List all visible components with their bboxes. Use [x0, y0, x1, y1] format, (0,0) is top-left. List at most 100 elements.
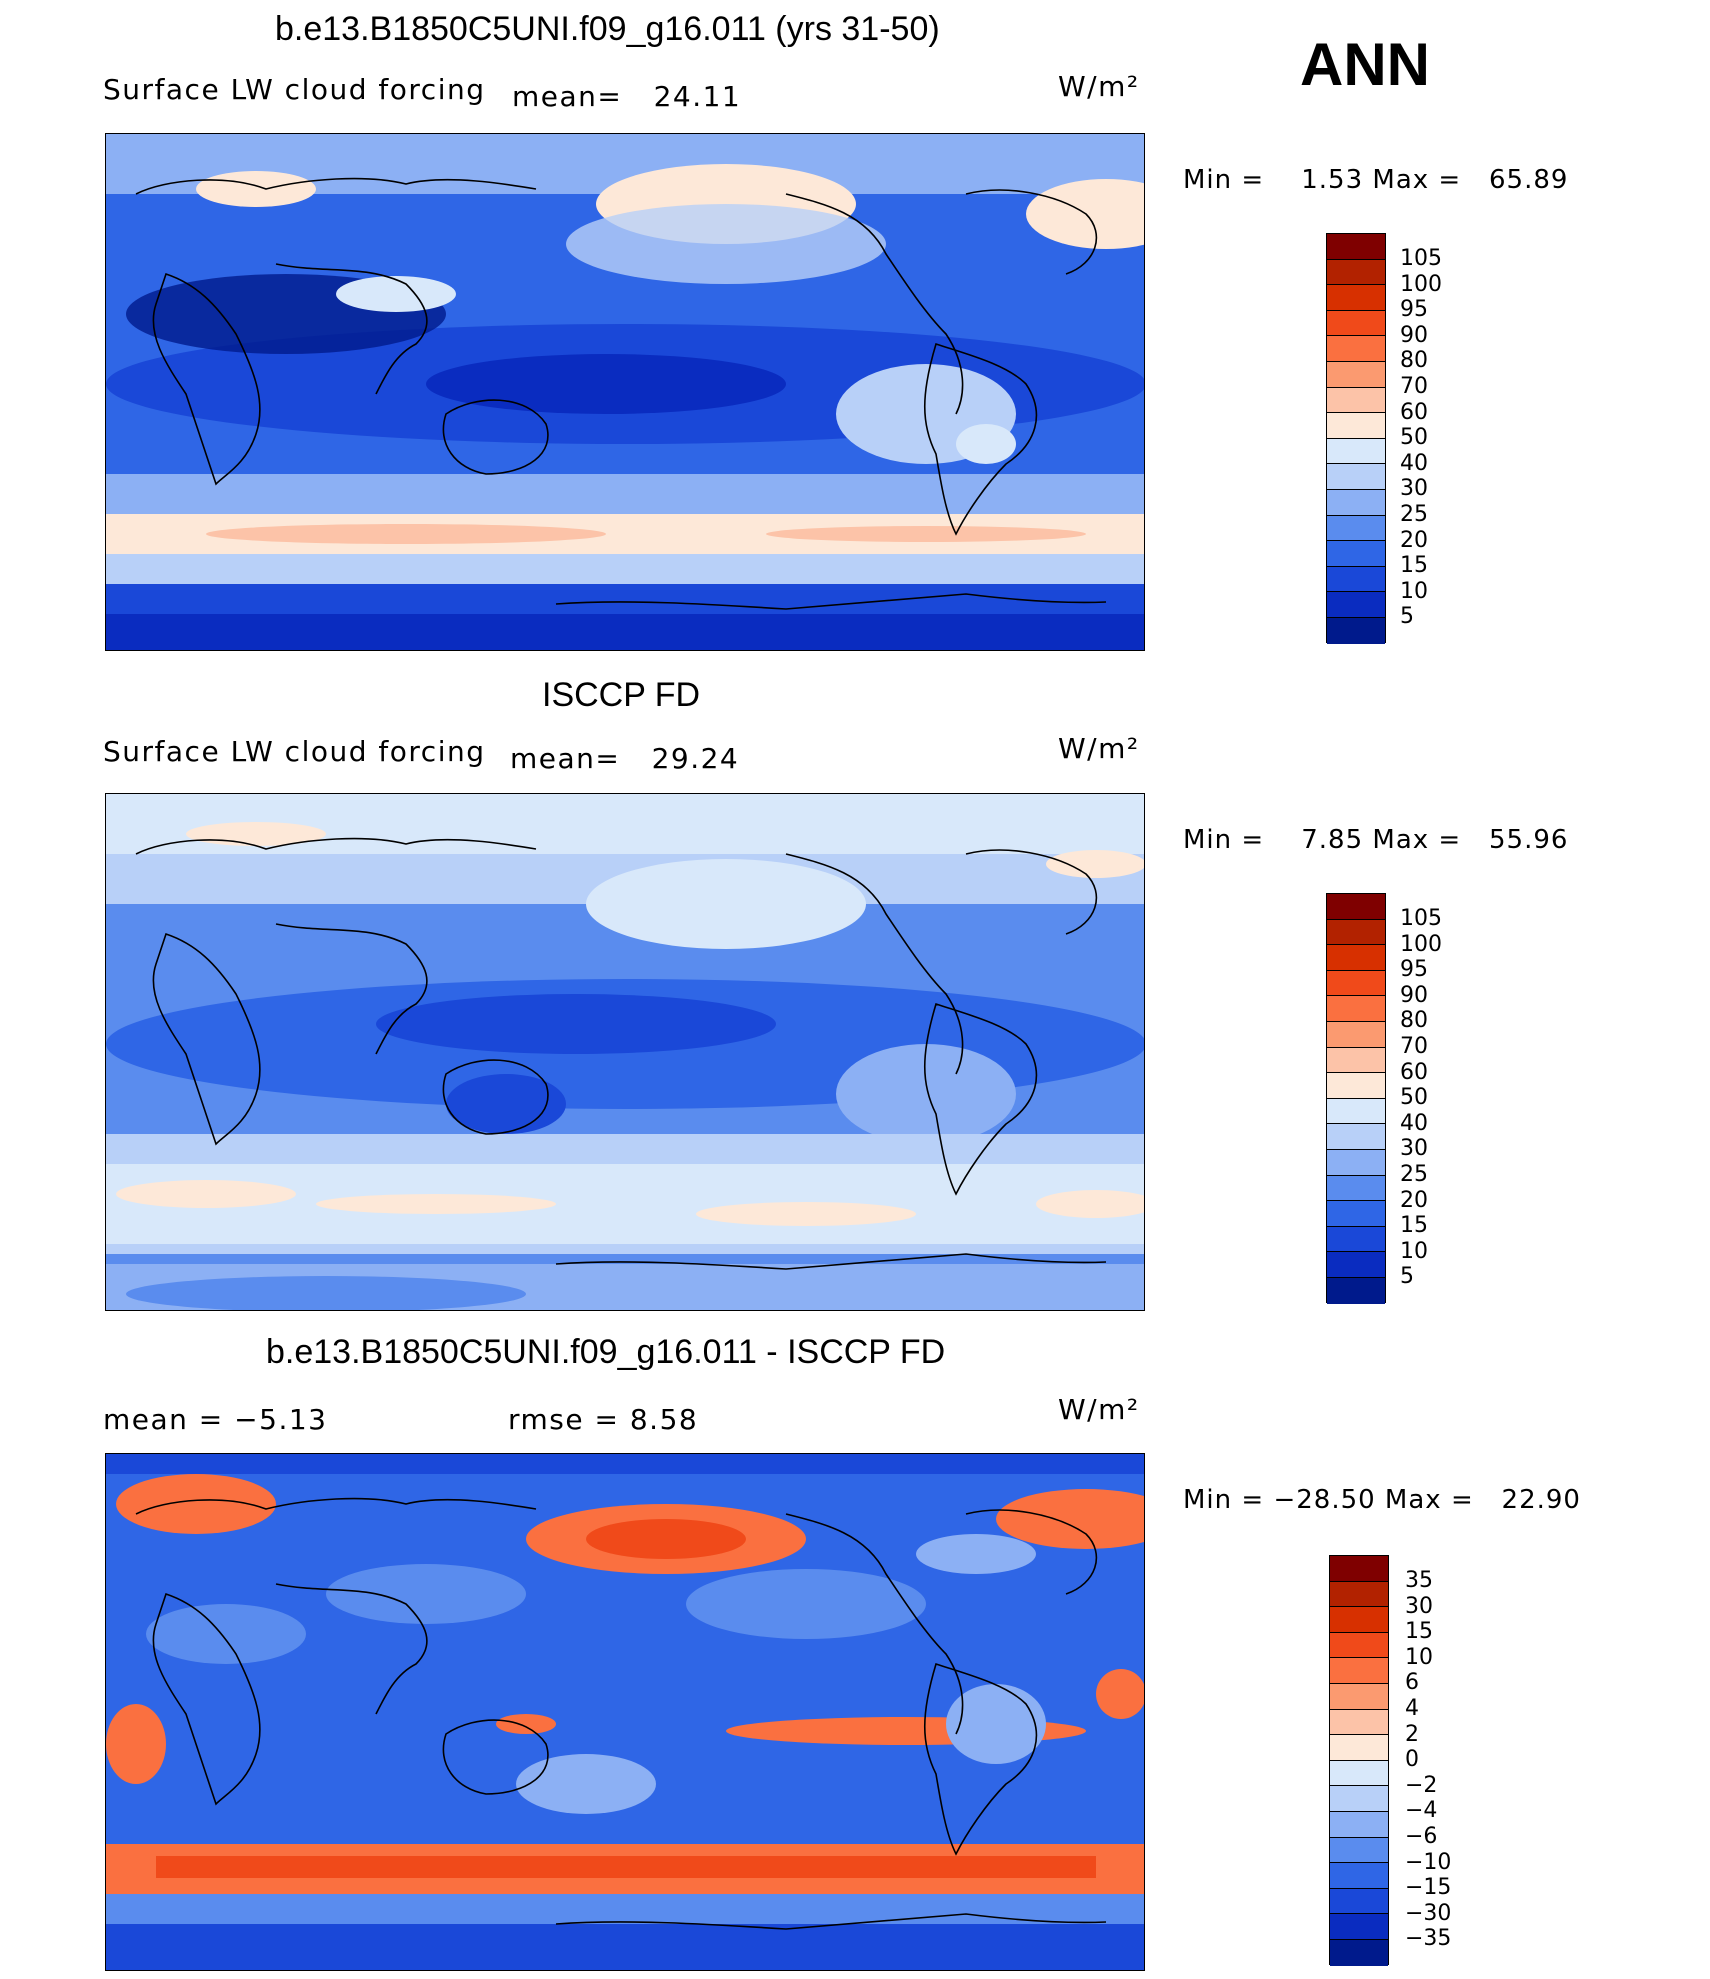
panel3-colorbar-swatch — [1330, 1632, 1388, 1659]
panel1-colorbar — [1326, 233, 1386, 644]
panel1-colorbar-swatch — [1327, 464, 1385, 490]
panel3-colorbar-swatch — [1330, 1760, 1388, 1787]
panel1-colorbar-swatch — [1327, 515, 1385, 542]
panel3-colorbar-swatch — [1330, 1888, 1388, 1915]
panel2-colorbar-tick-label: 60 — [1400, 1059, 1428, 1085]
panel2-mean-value: 29.24 — [651, 742, 740, 775]
panel2-colorbar-tick-label: 5 — [1400, 1264, 1414, 1290]
panel2-colorbar-swatch — [1327, 894, 1385, 920]
panel3-colorbar-swatch — [1330, 1556, 1388, 1582]
panel3-colorbar-swatch — [1330, 1658, 1388, 1684]
panel2-colorbar-swatch — [1327, 1073, 1385, 1099]
panel1-colorbar-swatch — [1327, 617, 1385, 644]
panel1-colorbar-swatch — [1327, 541, 1385, 567]
panel2-colorbar-tick-label: 20 — [1400, 1187, 1428, 1213]
panel1-colorbar-tick-label: 60 — [1400, 399, 1428, 425]
panel2-mean-label: mean= 29.24 — [510, 742, 739, 775]
panel3-colorbar-swatch — [1330, 1735, 1388, 1761]
panel2-colorbar-tick-label: 70 — [1400, 1033, 1428, 1059]
panel2-title: ISCCP FD — [542, 676, 701, 714]
panel2-colorbar-tick-label: 15 — [1400, 1213, 1428, 1239]
panel3-colorbar-labels: 35 30 15 10 6 4 2 0 −2 −4 −6 −10 −15 −30 −35 — [1405, 1568, 1451, 1952]
panel1-colorbar-swatch — [1327, 387, 1385, 414]
panel2-colorbar-tick-label: 40 — [1400, 1110, 1428, 1136]
panel2-colorbar-swatch — [1327, 1226, 1385, 1253]
panel1-colorbar-tick-label: 90 — [1400, 322, 1428, 348]
panel2-colorbar-swatch — [1327, 1149, 1385, 1176]
panel2-colorbar-swatch — [1327, 970, 1385, 997]
panel2-colorbar-swatch — [1327, 1252, 1385, 1278]
panel2-mean-prefix: mean= — [510, 742, 621, 775]
panel1-colorbar-tick-label: 15 — [1400, 553, 1428, 579]
panel1-colorbar-tick-label: 100 — [1400, 271, 1442, 297]
panel1-colorbar-tick-label: 50 — [1400, 425, 1428, 451]
panel3-colorbar-tick-label: −6 — [1405, 1823, 1438, 1849]
panel1-colorbar-tick-label: 30 — [1400, 476, 1428, 502]
panel3-colorbar-tick-label: 6 — [1405, 1670, 1419, 1696]
panel3-colorbar-tick-label: 0 — [1405, 1747, 1419, 1773]
panel1-mean-label: mean= 24.11 — [512, 80, 741, 113]
panel3-colorbar-tick-label: −10 — [1405, 1849, 1452, 1875]
panel2-colorbar-swatch — [1327, 1277, 1385, 1304]
panel1-colorbar-tick-label: 5 — [1400, 604, 1414, 630]
panel3-colorbar-tick-label: −35 — [1405, 1926, 1452, 1952]
panel3-colorbar-tick-label: 30 — [1405, 1593, 1433, 1619]
panel2-colorbar-swatch — [1327, 1175, 1385, 1202]
panel3-min-max: Min = −28.50 Max = 22.90 — [1183, 1485, 1581, 1515]
panel1-colorbar-swatch — [1327, 259, 1385, 286]
panel1-colorbar-tick-label: 20 — [1400, 527, 1428, 553]
panel1-mean-prefix: mean= — [512, 80, 623, 113]
panel2-colorbar-swatch — [1327, 1201, 1385, 1227]
panel3-colorbar-swatch — [1330, 1709, 1388, 1736]
panel2-variable-label: Surface LW cloud forcing — [103, 735, 486, 768]
panel3-colorbar-tick-label: 35 — [1405, 1568, 1433, 1593]
panel3-colorbar-tick-label: 15 — [1405, 1619, 1433, 1645]
panel2-colorbar-tick-label: 80 — [1400, 1008, 1428, 1034]
panel2-colorbar-tick-label: 10 — [1400, 1238, 1428, 1264]
panel3-colorbar-swatch — [1330, 1863, 1388, 1889]
panel3-colorbar-tick-label: 4 — [1405, 1695, 1419, 1721]
panel2-colorbar — [1326, 893, 1386, 1304]
panel3-colorbar-swatch — [1330, 1581, 1388, 1608]
panel2-units: W/m² — [1058, 732, 1140, 765]
panel1-colorbar-swatch — [1327, 234, 1385, 260]
panel3-map — [105, 1453, 1145, 1971]
panel1-colorbar-tick-label: 95 — [1400, 297, 1428, 323]
panel1-colorbar-tick-label: 80 — [1400, 348, 1428, 374]
panel3-colorbar-swatch — [1330, 1939, 1388, 1966]
panel3-colorbar-swatch — [1330, 1607, 1388, 1633]
panel1-min-max: Min = 1.53 Max = 65.89 — [1183, 165, 1569, 195]
panel2-colorbar-tick-label: 100 — [1400, 931, 1442, 957]
panel1-mean-value: 24.11 — [653, 80, 742, 113]
panel2-map — [105, 793, 1145, 1311]
panel3-colorbar-swatch — [1330, 1683, 1388, 1710]
panel2-colorbar-swatch — [1327, 919, 1385, 946]
panel3-colorbar-tick-label: −30 — [1405, 1900, 1452, 1926]
panel1-colorbar-swatch — [1327, 566, 1385, 593]
panel3-colorbar-swatch — [1330, 1837, 1388, 1864]
panel2-colorbar-tick-label: 30 — [1400, 1136, 1428, 1162]
panel1-variable-label: Surface LW cloud forcing — [103, 73, 486, 106]
panel1-colorbar-tick-label: 10 — [1400, 578, 1428, 604]
panel2-colorbar-swatch — [1327, 1047, 1385, 1074]
panel2-colorbar-swatch — [1327, 1124, 1385, 1150]
panel1-colorbar-labels: 105 100 95 90 80 70 60 50 40 30 25 20 15 10 5 — [1400, 246, 1442, 630]
panel2-colorbar-tick-label: 90 — [1400, 982, 1428, 1008]
panel3-mean: mean = −5.13 — [103, 1403, 328, 1436]
panel2-colorbar-swatch — [1327, 1021, 1385, 1048]
panel3-colorbar-swatch — [1330, 1786, 1388, 1812]
panel3-colorbar-tick-label: −4 — [1405, 1798, 1438, 1824]
panel3-colorbar-swatch — [1330, 1914, 1388, 1940]
panel1-colorbar-tick-label: 25 — [1400, 501, 1428, 527]
panel2-colorbar-swatch — [1327, 996, 1385, 1022]
panel1-colorbar-swatch — [1327, 361, 1385, 388]
panel3-colorbar-tick-label: −15 — [1405, 1875, 1452, 1901]
panel1-colorbar-tick-label: 70 — [1400, 373, 1428, 399]
season-label: ANN — [1300, 31, 1430, 98]
panel2-colorbar-swatch — [1327, 945, 1385, 971]
panel1-units: W/m² — [1058, 70, 1140, 103]
panel1-colorbar-swatch — [1327, 285, 1385, 311]
panel1-colorbar-swatch — [1327, 310, 1385, 337]
panel2-colorbar-tick-label: 95 — [1400, 957, 1428, 983]
panel3-rmse: rmse = 8.58 — [508, 1403, 699, 1436]
